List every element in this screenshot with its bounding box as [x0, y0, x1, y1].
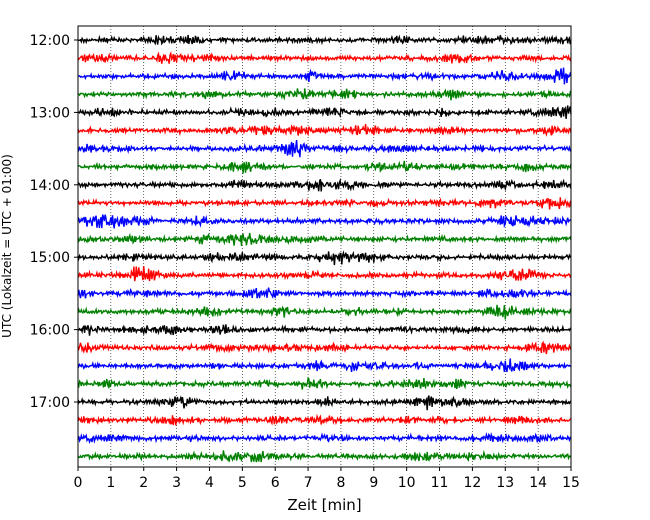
x-tick-label: 5 [238, 475, 247, 491]
x-tick-label: 15 [562, 475, 580, 491]
x-tick-label: 9 [369, 475, 378, 491]
trace-1615 [77, 340, 572, 355]
trace-1715 [77, 413, 572, 426]
x-tick-label: 13 [496, 475, 514, 491]
y-tick-label: 17:00 [30, 395, 70, 411]
trace-1245 [77, 88, 572, 101]
traces [77, 34, 572, 463]
x-tick-label: 6 [271, 475, 280, 491]
trace-1315 [77, 123, 572, 137]
x-tick-label: 2 [139, 475, 148, 491]
x-tick-label: 8 [336, 475, 345, 491]
trace-1700 [77, 395, 572, 411]
trace-1730 [77, 431, 572, 445]
y-axis-label: UTC (Lokalzeit = UTC + 01:00) [0, 154, 14, 338]
trace-1600 [77, 324, 572, 336]
trace-1745 [77, 449, 572, 463]
trace-1530 [77, 287, 572, 300]
trace-1545 [77, 304, 572, 320]
x-tick-label: 1 [106, 475, 115, 491]
x-tick-label: 14 [529, 475, 547, 491]
trace-1630 [77, 358, 572, 373]
x-axis-label: Zeit [min] [287, 496, 361, 514]
trace-1345 [77, 160, 572, 174]
trace-1645 [77, 376, 572, 390]
y-tick-label: 14:00 [30, 178, 70, 194]
x-tick-label: 7 [304, 475, 313, 491]
x-tick-label: 10 [398, 475, 416, 491]
x-tick-label: 0 [74, 475, 83, 491]
x-tick-label: 3 [172, 475, 181, 491]
trace-1215 [77, 51, 572, 64]
trace-1515 [77, 266, 572, 282]
plot-frame [77, 25, 572, 468]
trace-1300 [77, 105, 572, 119]
x-axis: 0 1 2 3 4 5 6 7 8 9 10 11 12 13 14 15 [74, 467, 580, 491]
y-tick-label: 16:00 [30, 323, 70, 339]
trace-1330 [77, 140, 572, 158]
trace-1445 [77, 232, 572, 247]
trace-1500 [77, 250, 572, 266]
y-axis: 12:00 13:00 14:00 15:00 16:00 17:00 [30, 33, 78, 411]
y-tick-label: 12:00 [30, 33, 70, 49]
trace-1230 [77, 67, 572, 85]
trace-1200 [77, 34, 572, 46]
trace-1415 [77, 197, 572, 210]
trace-1400 [77, 177, 572, 192]
y-tick-label: 15:00 [30, 250, 70, 266]
x-tick-label: 11 [431, 475, 449, 491]
y-tick-label: 13:00 [30, 105, 70, 121]
trace-1430 [77, 214, 572, 229]
plot-background [78, 26, 571, 467]
x-tick-label: 12 [463, 475, 481, 491]
x-tick-label: 4 [205, 475, 214, 491]
